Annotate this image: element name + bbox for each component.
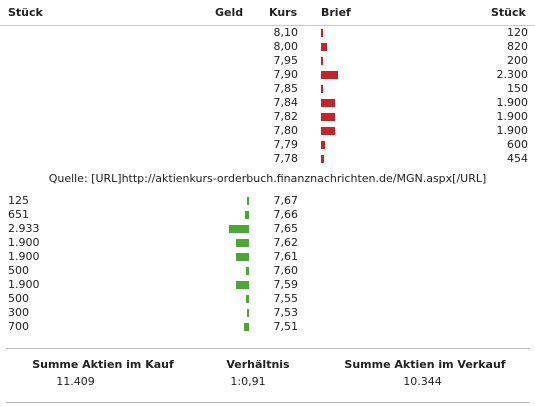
ask-stueck: 820 — [507, 40, 528, 53]
bid-volume-bar — [246, 267, 249, 275]
ask-volume-bar — [321, 57, 323, 65]
ask-stueck: 150 — [507, 82, 528, 95]
ask-row: 7,84 1.900 — [0, 96, 535, 110]
bid-kurs: 7,66 — [273, 208, 299, 221]
summe-verkauf-label: Summe Aktien im Verkauf — [344, 358, 506, 371]
ask-kurs: 7,78 — [273, 152, 299, 165]
header-stueck-left: Stück — [8, 6, 43, 19]
ask-stueck: 600 — [507, 138, 528, 151]
ask-volume-bar — [321, 99, 335, 107]
bid-kurs: 7,62 — [273, 236, 299, 249]
bid-kurs: 7,61 — [273, 250, 299, 263]
ask-kurs: 8,10 — [273, 26, 299, 39]
ask-volume-bar — [321, 141, 325, 149]
bid-row: 651 7,66 — [0, 208, 535, 222]
ask-volume-bar — [321, 29, 323, 37]
header-kurs: Kurs — [269, 6, 298, 19]
bid-volume-bar — [247, 309, 249, 317]
ask-volume-bar — [321, 127, 335, 135]
ask-row: 7,78 454 — [0, 152, 535, 166]
bid-stueck: 1.900 — [8, 278, 40, 291]
ask-kurs: 7,82 — [273, 110, 299, 123]
ask-volume-bar — [321, 71, 338, 79]
header-stueck-right: Stück — [491, 6, 526, 19]
bid-kurs: 7,51 — [273, 320, 299, 333]
source-link[interactable]: Quelle: [URL]http://aktienkurs-orderbuch… — [48, 172, 487, 185]
ask-kurs: 7,84 — [273, 96, 299, 109]
bid-volume-bar — [246, 295, 249, 303]
bid-volume-bar — [236, 281, 249, 289]
bid-row: 1.900 7,59 — [0, 278, 535, 292]
bid-row: 700 7,51 — [0, 320, 535, 334]
ask-row: 7,90 2.300 — [0, 68, 535, 82]
bid-stueck: 500 — [8, 264, 29, 277]
ask-row: 7,82 1.900 — [0, 110, 535, 124]
bid-kurs: 7,65 — [273, 222, 299, 235]
ask-volume-bar — [321, 113, 335, 121]
bid-kurs: 7,60 — [273, 264, 299, 277]
bid-row: 1.900 7,61 — [0, 250, 535, 264]
summe-kauf-value: 11.409 — [56, 375, 95, 388]
bid-stueck: 700 — [8, 320, 29, 333]
orderbook-header: Stück Geld Kurs Brief Stück — [0, 0, 535, 26]
ask-row: 7,79 600 — [0, 138, 535, 152]
ask-kurs: 7,79 — [273, 138, 299, 151]
bid-kurs: 7,53 — [273, 306, 299, 319]
summary-divider-bottom — [6, 402, 530, 403]
summary-divider-top — [6, 348, 530, 349]
bid-row: 500 7,60 — [0, 264, 535, 278]
bid-volume-bar — [229, 225, 249, 233]
ask-kurs: 7,90 — [273, 68, 299, 81]
summe-kauf-label: Summe Aktien im Kauf — [32, 358, 174, 371]
bid-kurs: 7,55 — [273, 292, 299, 305]
ask-row: 8,00 820 — [0, 40, 535, 54]
bid-kurs: 7,59 — [273, 278, 299, 291]
bid-volume-bar — [244, 323, 249, 331]
ask-stueck: 200 — [507, 54, 528, 67]
ask-row: 7,85 150 — [0, 82, 535, 96]
ask-row: 7,80 1.900 — [0, 124, 535, 138]
ask-kurs: 7,95 — [273, 54, 299, 67]
ask-stueck: 120 — [507, 26, 528, 39]
verhaeltnis-label: Verhältnis — [226, 358, 290, 371]
bid-stueck: 500 — [8, 292, 29, 305]
bid-row: 2.933 7,65 — [0, 222, 535, 236]
bid-stueck: 2.933 — [8, 222, 40, 235]
ask-stueck: 1.900 — [496, 96, 529, 109]
bid-row: 300 7,53 — [0, 306, 535, 320]
verhaeltnis-value: 1:0,91 — [230, 375, 266, 388]
bid-kurs: 7,67 — [273, 194, 299, 207]
ask-kurs: 7,80 — [273, 124, 299, 137]
bid-volume-bar — [236, 253, 249, 261]
ask-volume-bar — [321, 43, 327, 51]
bid-volume-bar — [245, 211, 249, 219]
ask-stueck: 2.300 — [496, 68, 529, 81]
summe-verkauf-value: 10.344 — [403, 375, 442, 388]
bid-volume-bar — [236, 239, 249, 247]
ask-volume-bar — [321, 155, 324, 163]
bid-row: 1.900 7,62 — [0, 236, 535, 250]
bid-row: 500 7,55 — [0, 292, 535, 306]
bid-volume-bar — [247, 197, 249, 205]
bid-row: 125 7,67 — [0, 194, 535, 208]
bid-stueck: 125 — [8, 194, 29, 207]
bid-stueck: 651 — [8, 208, 29, 221]
header-geld: Geld — [215, 6, 244, 19]
bid-stueck: 300 — [8, 306, 29, 319]
ask-stueck: 1.900 — [496, 110, 529, 123]
ask-stueck: 454 — [507, 152, 528, 165]
header-brief: Brief — [321, 6, 351, 19]
bid-stueck: 1.900 — [8, 236, 40, 249]
ask-kurs: 7,85 — [273, 82, 299, 95]
ask-volume-bar — [321, 85, 323, 93]
ask-row: 7,95 200 — [0, 54, 535, 68]
ask-row: 8,10 120 — [0, 26, 535, 40]
ask-stueck: 1.900 — [496, 124, 529, 137]
bid-stueck: 1.900 — [8, 250, 40, 263]
ask-kurs: 8,00 — [273, 40, 299, 53]
